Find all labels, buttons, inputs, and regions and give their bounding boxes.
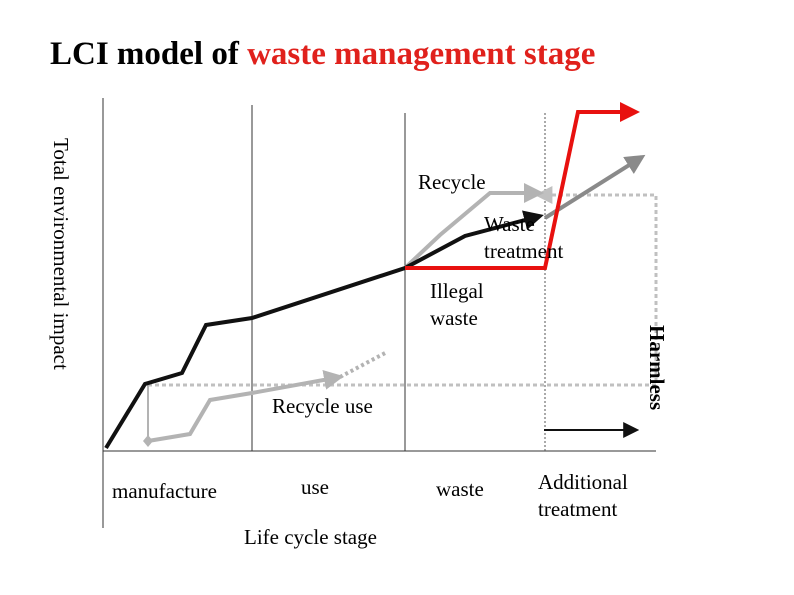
recycle-label: Recycle (418, 170, 486, 194)
stage-label-manufacture: manufacture (112, 479, 217, 503)
recycle-use-path (147, 370, 344, 443)
harmless-dotted-path (148, 186, 658, 387)
title-prefix: LCI model of (50, 36, 248, 72)
waste-treatment-label: Waste treatment (484, 212, 564, 263)
stage-label-additional-treatment: Additional treatment (538, 470, 628, 521)
harmless-label: Harmless (645, 325, 669, 411)
title-highlight: waste management stage (247, 36, 596, 72)
main-life-cycle-path (104, 210, 544, 450)
recycle-path (403, 183, 544, 270)
y-axis-label: Total environmental impact (49, 138, 73, 370)
stage-label-waste: waste (436, 477, 484, 501)
treated-waste-path (543, 154, 646, 220)
stage-label-use: use (301, 475, 329, 499)
page-title: LCI model of waste management stage (50, 36, 595, 73)
illegal-waste-label: Illegal waste (430, 279, 484, 330)
recycle-use-dotted-extension (339, 350, 388, 379)
illegal-waste-path (405, 102, 640, 270)
x-axis-label: Life cycle stage (244, 525, 377, 549)
recycle-use-label: Recycle use (272, 394, 373, 418)
